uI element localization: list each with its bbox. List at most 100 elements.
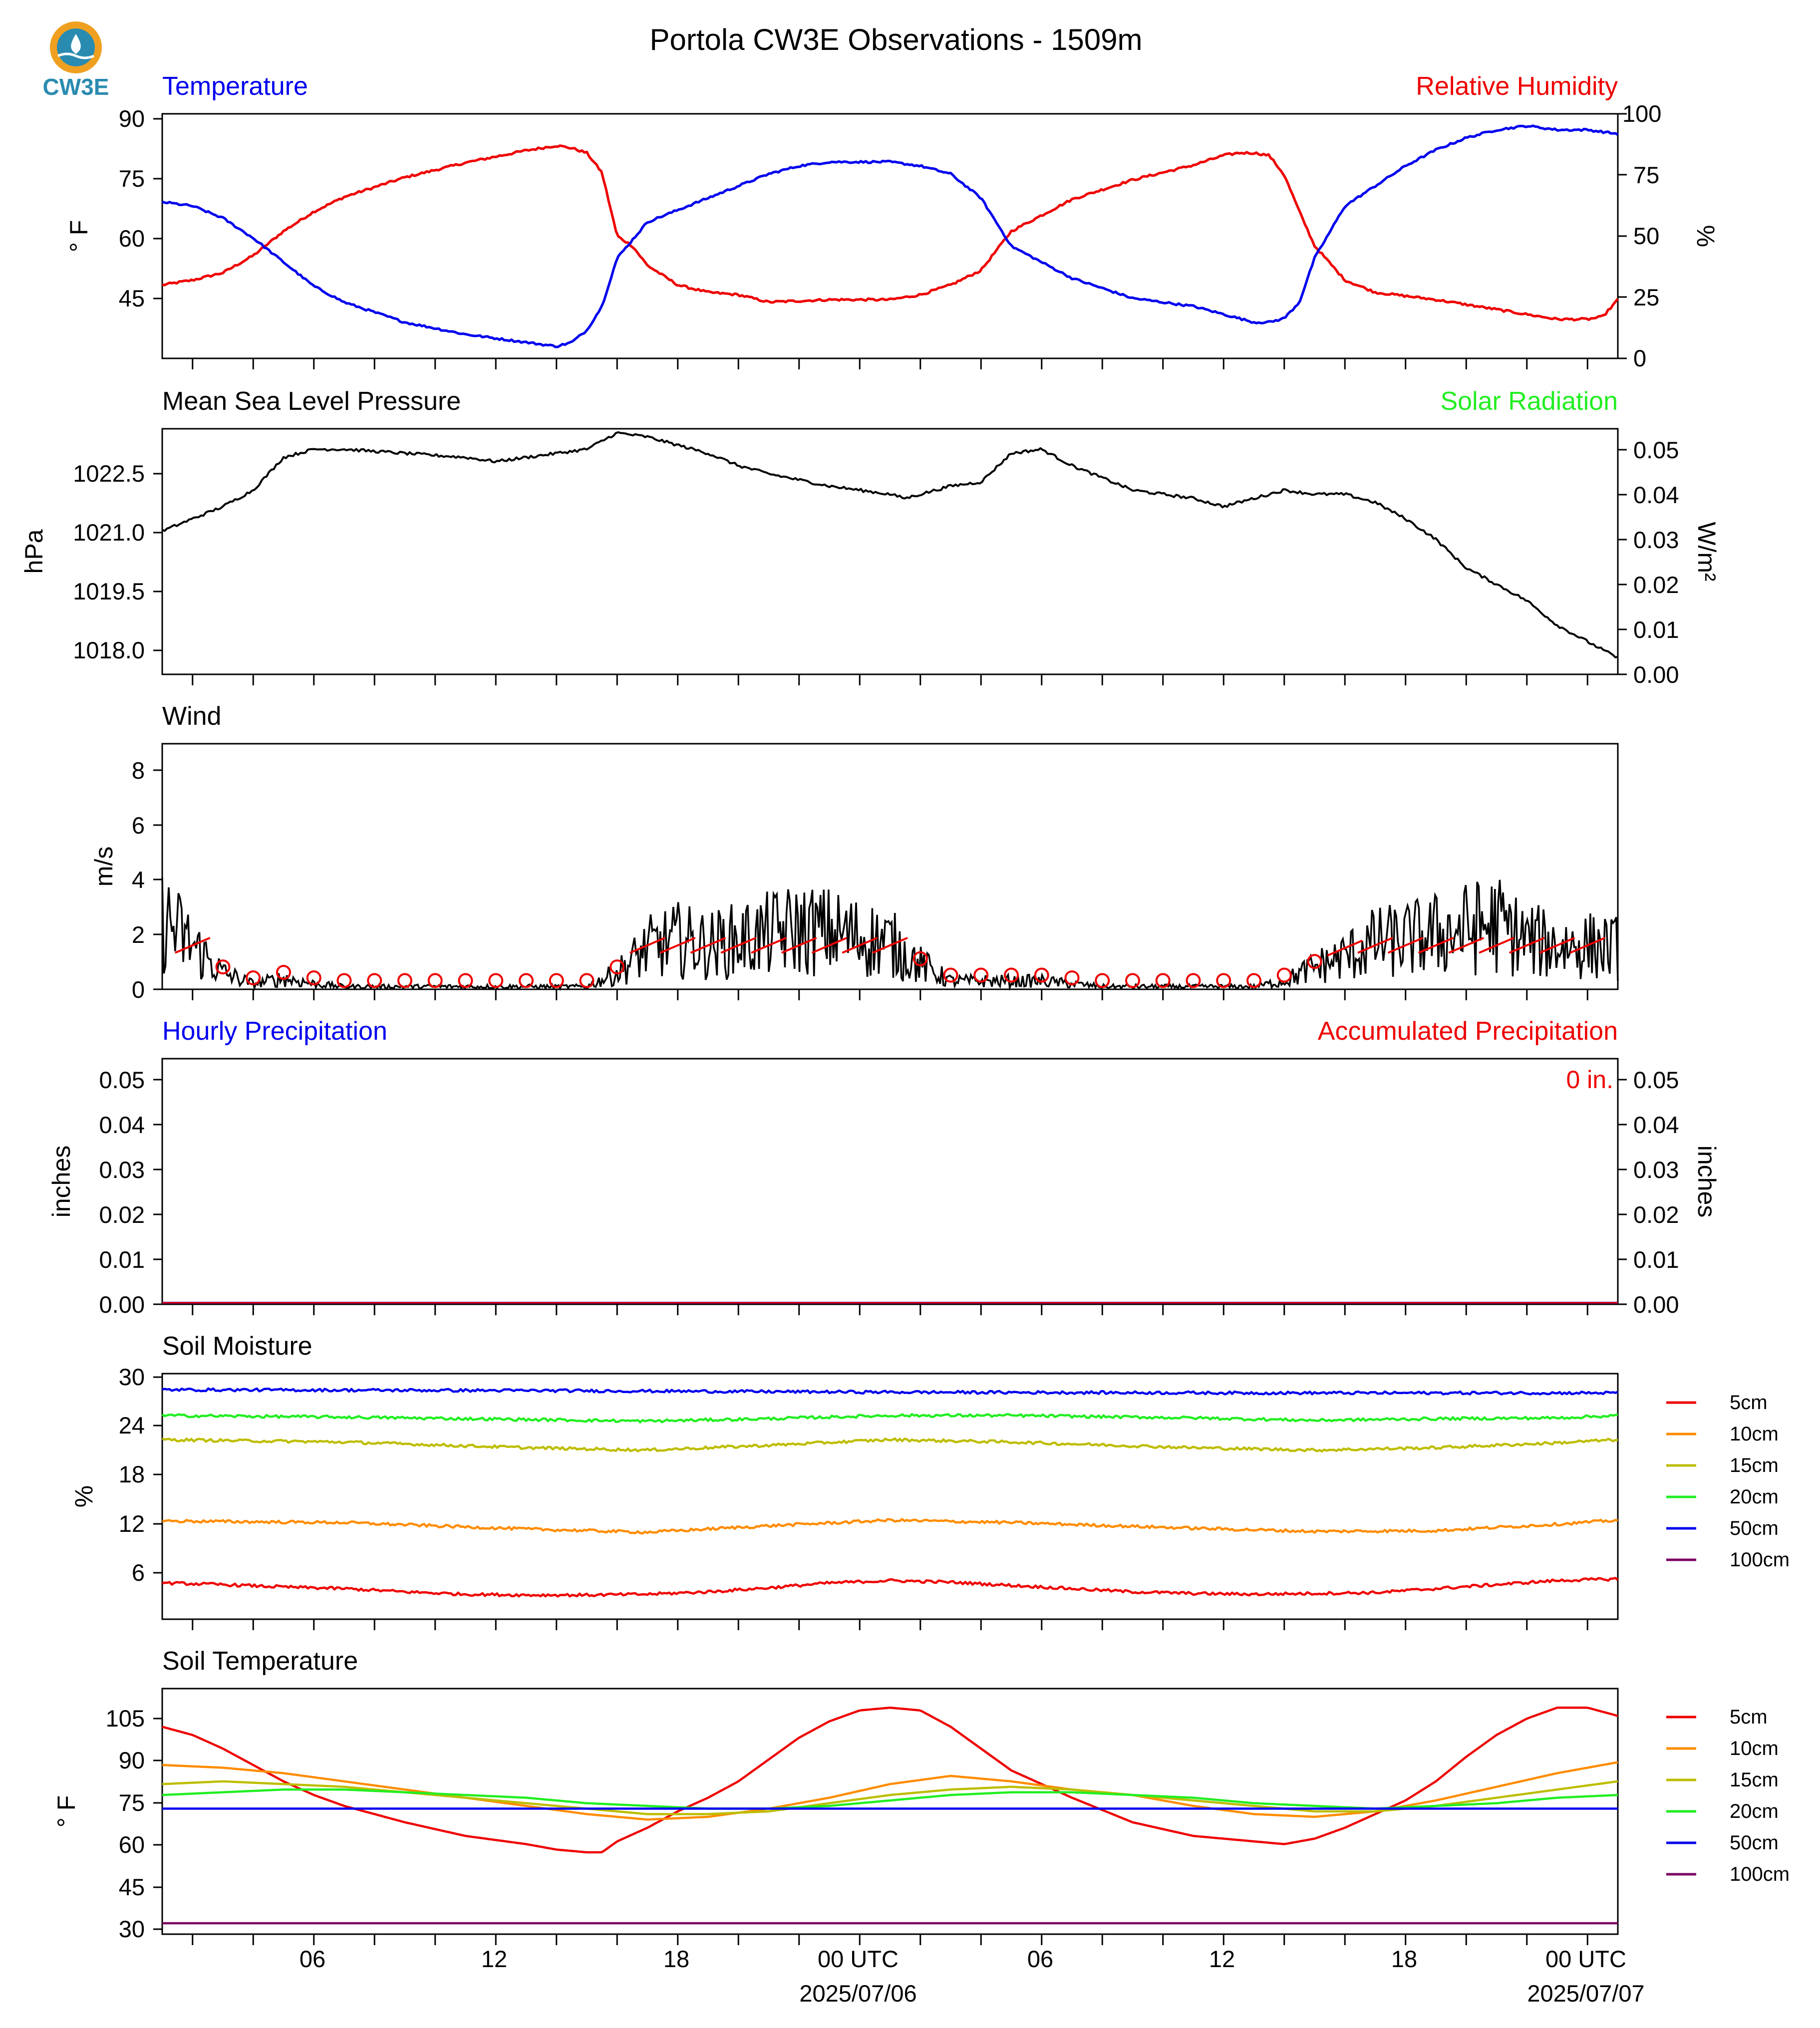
yticks-soil-temperature: 30 45 60 75 90 105 — [106, 1705, 145, 1942]
panel-pressure: Mean Sea Level Pressure Solar Radiation … — [20, 387, 1721, 688]
wind-calm-marker — [609, 959, 625, 975]
ytick-humidity: 0 — [1633, 345, 1646, 371]
yticks-hourly-precipitation: 0.00 0.01 0.02 0.03 0.04 0.05 — [99, 1067, 145, 1318]
xtick-date: 2025/07/07 — [1527, 1980, 1644, 2007]
ytick-solar: 0.00 — [1633, 661, 1679, 688]
ytick-soil-moisture: 30 — [119, 1364, 145, 1390]
ylabel-pressure: hPa — [20, 529, 48, 574]
ytick-soil-moisture: 24 — [119, 1412, 145, 1439]
ytick-wind: 0 — [132, 976, 145, 1003]
panel-title-soil-moisture: Soil Moisture — [162, 1332, 312, 1361]
ytick-temperature: 60 — [119, 225, 145, 252]
ytick-soil-temperature: 30 — [119, 1916, 145, 1942]
logo-drop-icon — [71, 34, 81, 54]
wind-barb — [720, 937, 757, 954]
soil-moisture-line-5cm — [162, 1577, 1619, 1598]
ytick-pressure: 1019.5 — [73, 578, 145, 604]
legend-label: 10cm — [1730, 1423, 1779, 1445]
wind-barb — [1418, 937, 1454, 954]
soil-temperature-line-5cm — [162, 1707, 1618, 1854]
wind-calm-marker — [367, 973, 382, 988]
soil-moisture-line-10cm — [162, 1518, 1618, 1535]
wind-barb — [781, 937, 817, 954]
plot-area-soil-moisture — [161, 1373, 1619, 1620]
ytick-wind: 2 — [132, 921, 145, 948]
legend-label: 100cm — [1730, 1863, 1790, 1885]
ylabel-soil-temperature: ° F — [52, 1795, 80, 1827]
wind-barb — [1539, 937, 1575, 954]
wind-barb — [1509, 937, 1545, 954]
xtick-label: 12 — [1209, 1946, 1235, 1972]
ytick-humidity: 75 — [1633, 162, 1659, 188]
logo-wave-icon — [57, 52, 95, 59]
yticks-humidity: 0 25 50 75 100 — [1622, 100, 1661, 371]
panel-title-relative-humidity: Relative Humidity — [1416, 72, 1618, 101]
wind-barb — [811, 937, 848, 954]
soil-moisture-line-20cm — [161, 1413, 1618, 1424]
soil-moisture-line-50cm — [162, 1387, 1618, 1396]
ytick-wind: 6 — [132, 812, 145, 839]
plot-area-temperature — [161, 113, 1619, 359]
panel-title-wind: Wind — [162, 702, 221, 731]
wind-calm-marker — [427, 973, 443, 988]
wind-calm-marker — [1276, 967, 1292, 983]
plot-area-precipitation — [161, 1058, 1619, 1305]
plot-area-wind — [161, 743, 1619, 990]
panel-title-pressure: Mean Sea Level Pressure — [162, 387, 461, 416]
ytick-soil-temperature: 105 — [106, 1705, 145, 1732]
legend-label: 5cm — [1730, 1706, 1768, 1728]
ylabel-humidity: % — [1692, 225, 1720, 247]
panel-soil-moisture: Soil Moisture 6 12 18 24 30 % 5cm 10cm 15c… — [70, 1332, 1790, 1620]
ytick-precip: 0.04 — [99, 1112, 145, 1138]
ytick-temperature: 90 — [119, 105, 145, 132]
legend-label: 100cm — [1730, 1549, 1790, 1571]
ytick-soil-temperature: 45 — [119, 1874, 145, 1900]
wind-calm-marker — [549, 973, 564, 988]
wind-barb — [1569, 937, 1606, 954]
yticks-soil-moisture: 6 12 18 24 30 — [119, 1364, 145, 1586]
ytick-soil-temperature: 60 — [119, 1831, 145, 1858]
wind-calm-marker — [458, 973, 473, 988]
cw3e-logo: CW3E — [43, 21, 109, 100]
legend-label: 20cm — [1730, 1486, 1779, 1508]
ytick-wind: 4 — [132, 867, 145, 893]
wind-calm-marker — [1186, 973, 1201, 988]
wind-calm-marker — [519, 973, 534, 988]
wind-barb — [1387, 937, 1424, 954]
wind-calm-marker — [1095, 973, 1110, 988]
ytick-precip: 0.02 — [99, 1201, 145, 1228]
ylabel-accumulated-precipitation: inches — [1693, 1146, 1721, 1218]
wind-barb — [842, 937, 878, 954]
wind-calm-marker — [276, 965, 291, 980]
xtick-label: 00 UTC — [818, 1946, 899, 1972]
ytick-pressure: 1021.0 — [73, 519, 145, 546]
ytick-pressure: 1018.0 — [73, 637, 145, 663]
yticks-solar-radiation: 0.00 0.01 0.02 0.03 0.04 0.05 — [1633, 437, 1679, 688]
ytick-humidity: 50 — [1633, 223, 1659, 249]
xtick-label: 06 — [1027, 1946, 1053, 1972]
xtick-label: 18 — [663, 1946, 689, 1972]
ytick-humidity: 100 — [1622, 100, 1661, 127]
ytick-accum: 0.05 — [1633, 1067, 1679, 1093]
ytick-accum: 0.00 — [1633, 1291, 1679, 1318]
wind-calm-marker — [1004, 967, 1019, 983]
ytick-accum: 0.04 — [1633, 1112, 1679, 1138]
ylabel-hourly-precipitation: inches — [47, 1146, 75, 1218]
wind-calm-marker — [1155, 973, 1171, 988]
panel-title-accumulated-precipitation: Accumulated Precipitation — [1318, 1017, 1618, 1046]
wind-calm-marker — [912, 951, 928, 966]
ytick-precip: 0.03 — [99, 1157, 145, 1183]
legend-label: 15cm — [1730, 1454, 1779, 1476]
wind-calm-marker — [1216, 973, 1231, 988]
figure-title: Portola CW3E Observations - 1509m — [649, 23, 1142, 56]
yticks-pressure: 1018.0 1019.5 1021.0 1022.5 — [73, 460, 145, 663]
yticks-accumulated-precipitation: 0.00 0.01 0.02 0.03 0.04 0.05 — [1633, 1067, 1679, 1318]
wind-barb — [1357, 937, 1393, 954]
xtick-label: 12 — [481, 1946, 507, 1972]
wind-calm-marker — [973, 967, 989, 983]
ytick-humidity: 25 — [1633, 284, 1659, 310]
wind-barb — [629, 937, 665, 954]
plot-area-soil-temperature — [161, 1688, 1619, 1935]
wind-barb — [872, 937, 908, 954]
ytick-soil-temperature: 75 — [119, 1789, 145, 1816]
